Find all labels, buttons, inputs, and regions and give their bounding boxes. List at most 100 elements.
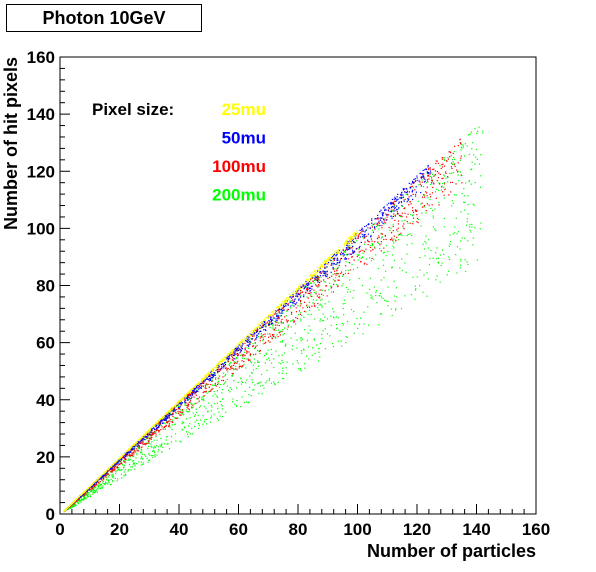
point — [114, 462, 117, 464]
point — [158, 430, 161, 432]
point — [350, 237, 353, 239]
point — [461, 237, 463, 239]
point — [420, 225, 422, 227]
point — [247, 336, 249, 338]
point — [303, 310, 306, 312]
point — [420, 203, 422, 205]
point — [292, 294, 294, 296]
series-25mu — [63, 230, 359, 513]
point — [172, 421, 174, 423]
point — [208, 375, 211, 377]
point — [189, 391, 191, 393]
point — [160, 437, 162, 440]
point — [303, 316, 305, 318]
point — [89, 485, 92, 487]
point — [149, 459, 151, 461]
point — [160, 444, 163, 446]
point — [354, 237, 356, 239]
point — [176, 412, 178, 414]
point — [462, 146, 464, 148]
point — [345, 248, 347, 250]
point — [322, 294, 324, 296]
point — [319, 285, 321, 287]
point — [101, 475, 103, 478]
point — [236, 357, 238, 359]
point — [151, 434, 153, 436]
point — [309, 292, 311, 294]
point — [218, 363, 220, 365]
point — [216, 395, 218, 397]
point — [169, 413, 171, 415]
point — [320, 271, 322, 273]
point — [346, 244, 348, 246]
point — [165, 439, 167, 441]
point — [309, 294, 311, 296]
point — [271, 311, 273, 313]
point — [120, 473, 122, 475]
point — [375, 254, 377, 256]
point — [116, 463, 118, 465]
point — [292, 319, 294, 321]
point — [142, 463, 144, 465]
point — [406, 220, 408, 223]
point — [296, 295, 298, 297]
point — [349, 240, 351, 242]
point — [178, 408, 180, 410]
point — [123, 454, 125, 456]
point — [358, 234, 360, 236]
point — [127, 459, 129, 461]
point — [307, 286, 309, 289]
point — [254, 342, 256, 344]
point — [206, 377, 208, 379]
point — [419, 173, 421, 175]
point — [293, 300, 295, 302]
point — [464, 155, 466, 157]
point — [449, 243, 451, 245]
point — [398, 239, 400, 241]
point — [222, 376, 224, 378]
point — [265, 322, 267, 324]
point — [166, 443, 168, 445]
point — [120, 458, 122, 461]
point — [302, 284, 304, 286]
point — [419, 183, 421, 185]
point — [82, 498, 84, 500]
point — [371, 242, 373, 244]
point — [400, 308, 403, 310]
point — [449, 172, 451, 174]
point — [253, 333, 256, 335]
point — [124, 455, 126, 457]
point — [441, 249, 444, 251]
point — [279, 312, 281, 314]
point — [210, 377, 212, 379]
point — [303, 349, 305, 351]
point — [228, 355, 230, 357]
point — [305, 279, 307, 281]
point — [352, 268, 355, 270]
point — [249, 355, 251, 357]
point — [251, 338, 253, 340]
point — [238, 367, 240, 369]
point — [113, 462, 116, 464]
point — [257, 365, 260, 367]
point — [102, 487, 104, 489]
point — [134, 465, 136, 467]
point — [283, 352, 285, 354]
point — [451, 172, 453, 174]
point — [136, 443, 139, 445]
point — [210, 371, 212, 373]
point — [154, 452, 156, 454]
point — [240, 343, 242, 345]
point — [449, 151, 451, 153]
point — [330, 264, 332, 266]
point — [150, 437, 152, 439]
point — [397, 220, 400, 222]
point — [87, 494, 89, 496]
point — [285, 305, 287, 307]
point — [236, 348, 239, 350]
point — [346, 291, 349, 293]
point — [391, 207, 393, 209]
point — [83, 498, 86, 500]
point — [378, 224, 380, 226]
point — [165, 413, 167, 415]
